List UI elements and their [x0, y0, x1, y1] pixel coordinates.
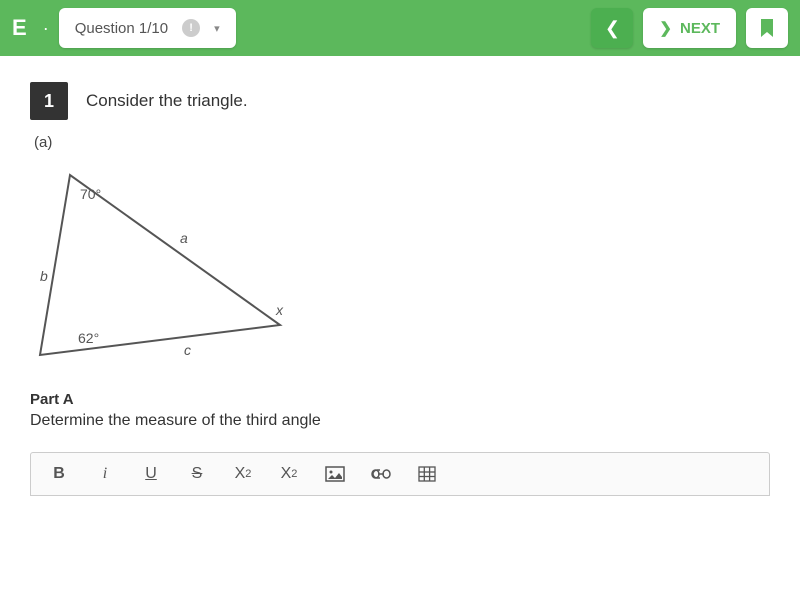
question-counter-text: Question 1/10 [75, 20, 168, 37]
question-number-box: 1 [30, 82, 68, 120]
editor-toolbar: B i U S X2 X2 [30, 452, 770, 496]
side-b-label: b [40, 268, 48, 284]
subscript-button[interactable]: X2 [221, 456, 265, 492]
side-a-label: a [180, 230, 188, 246]
vertex-x-label: x [275, 302, 284, 318]
triangle-figure: 70° 62° a b c x [30, 155, 370, 385]
next-button[interactable]: ❯ NEXT [643, 8, 736, 48]
separator-dot: · [43, 18, 49, 39]
image-icon [325, 466, 345, 482]
superscript-base: X [281, 465, 292, 483]
chevron-down-icon: ▾ [214, 22, 220, 35]
table-icon [418, 466, 436, 482]
subpart-label: (a) [34, 134, 770, 151]
bold-button[interactable]: B [37, 456, 81, 492]
part-a-title: Part A [30, 391, 770, 408]
angle-bottom-label: 62° [78, 330, 99, 346]
chevron-right-icon: ❯ [659, 19, 672, 37]
part-a-prompt: Determine the measure of the third angle [30, 412, 770, 430]
bookmark-button[interactable] [746, 8, 788, 48]
question-counter-pill[interactable]: Question 1/10 ! ▾ [59, 8, 236, 48]
image-button[interactable] [313, 456, 357, 492]
italic-button[interactable]: i [83, 456, 127, 492]
question-prompt: Consider the triangle. [86, 91, 248, 111]
table-button[interactable] [405, 456, 449, 492]
content-area: 1 Consider the triangle. (a) 70° 62° a b… [0, 56, 800, 600]
triangle-shape [40, 175, 280, 355]
strikethrough-button[interactable]: S [175, 456, 219, 492]
side-c-label: c [184, 342, 191, 358]
next-label: NEXT [680, 20, 720, 37]
status-badge-icon: ! [182, 19, 200, 37]
prev-button[interactable]: ❮ [591, 8, 633, 48]
subscript-base: X [235, 465, 246, 483]
underline-button[interactable]: U [129, 456, 173, 492]
link-icon [371, 467, 391, 481]
chevron-left-icon: ❮ [605, 18, 620, 39]
angle-top-label: 70° [80, 186, 101, 202]
link-button[interactable] [359, 456, 403, 492]
top-bar: E · Question 1/10 ! ▾ ❮ ❯ NEXT [0, 0, 800, 56]
question-header-row: 1 Consider the triangle. [30, 82, 770, 120]
superscript-sup: 2 [291, 468, 297, 480]
superscript-button[interactable]: X2 [267, 456, 311, 492]
app-letter: E [12, 15, 27, 41]
bookmark-icon [759, 18, 775, 38]
subscript-sub: 2 [245, 468, 251, 480]
